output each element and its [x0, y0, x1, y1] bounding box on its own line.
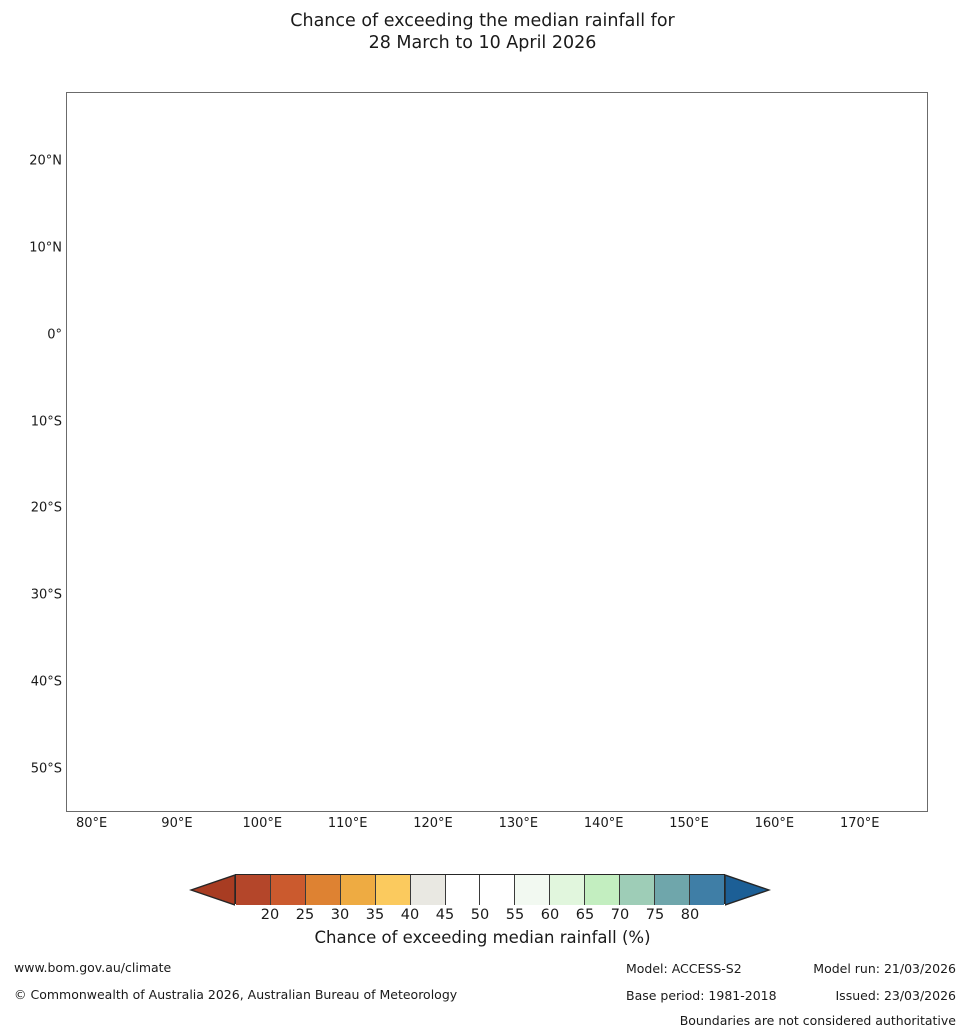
title-line-1: Chance of exceeding the median rainfall … [290, 11, 675, 31]
rainfall-probability-map[interactable] [66, 92, 928, 812]
colorbar-segment [620, 875, 656, 905]
colorbar-segment [410, 875, 446, 905]
colorbar-tick-label: 60 [540, 907, 560, 923]
colorbar-tick-label: 80 [680, 907, 700, 923]
colorbar-segment [270, 875, 306, 905]
latitude-axis: 20°N 10°N 0° 10°S 20°S 30°S 40°S 50°S [0, 92, 62, 812]
colorbar-segment [480, 875, 516, 905]
colorbar-title: Chance of exceeding median rainfall (%) [314, 928, 651, 947]
longitude-tick-label: 110°E [327, 816, 368, 831]
title-line-2: 28 March to 10 April 2026 [368, 33, 597, 53]
colorbar-segment [655, 875, 690, 905]
colorbar-tick-label: 75 [645, 907, 665, 923]
colorbar-tick-label: 45 [435, 907, 455, 923]
base-period: Base period: 1981-2018 [626, 988, 777, 1003]
colorbar-segment [305, 875, 341, 905]
latitude-tick-label: 50°S [30, 761, 62, 777]
colorbar-segment [550, 875, 586, 905]
colorbar[interactable]: 20 25 30 35 40 45 50 55 60 65 70 75 80 Chance of exc… [0, 874, 965, 947]
colorbar-tick-label: 35 [365, 907, 385, 923]
boundaries-disclaimer: Boundaries are not considered authoritat… [679, 1013, 956, 1028]
colorbar-segment [375, 875, 411, 905]
colorbar-under-arrow-icon [189, 874, 235, 906]
longitude-tick-label: 90°E [161, 816, 193, 831]
colorbar-tick-label: 30 [330, 907, 350, 923]
colorbar-segment [585, 875, 621, 905]
longitude-tick-label: 170°E [839, 816, 880, 831]
longitude-tick-label: 160°E [754, 816, 795, 831]
latitude-tick-label: 30°S [30, 587, 62, 603]
colorbar-segments [235, 874, 725, 905]
latitude-tick-label: 10°S [30, 414, 62, 430]
colorbar-segment [340, 875, 376, 905]
bom-website-link[interactable]: www.bom.gov.au/climate [14, 960, 172, 975]
colorbar-over-arrow-icon [725, 874, 771, 906]
latitude-tick-label: 20°S [30, 500, 62, 516]
latitude-tick-label: 10°N [29, 240, 62, 256]
copyright-notice: © Commonwealth of Australia 2026, Austra… [14, 987, 458, 1002]
colorbar-tick-label: 25 [295, 907, 315, 923]
longitude-tick-label: 100°E [242, 816, 283, 831]
colorbar-segment [689, 875, 724, 905]
model-run-date: Model run: 21/03/2026 [813, 961, 956, 976]
colorbar-tick-label: 55 [505, 907, 525, 923]
colorbar-segment [445, 875, 481, 905]
longitude-tick-label: 150°E [669, 816, 709, 831]
page-title: Chance of exceeding the median rainfall … [0, 10, 965, 54]
colorbar-segment [515, 875, 551, 905]
longitude-tick-label: 80°E [75, 816, 108, 831]
colorbar-tick-label: 40 [400, 907, 420, 923]
latitude-tick-label: 20°N [29, 153, 62, 169]
longitude-tick-label: 120°E [413, 816, 453, 831]
latitude-tick-label: 0° [47, 327, 62, 343]
colorbar-tick-label: 70 [610, 907, 630, 923]
latitude-tick-label: 40°S [30, 674, 62, 690]
colorbar-tick-labels: 20 25 30 35 40 45 50 55 60 65 70 75 80 [235, 907, 725, 927]
issued-date: Issued: 23/03/2026 [835, 988, 957, 1003]
longitude-tick-label: 140°E [583, 816, 624, 831]
colorbar-tick-label: 50 [470, 907, 490, 923]
colorbar-tick-label: 65 [575, 907, 595, 923]
longitude-tick-label: 130°E [498, 816, 539, 831]
colorbar-segment [236, 875, 271, 905]
model-name: Model: ACCESS-S2 [626, 961, 742, 976]
longitude-axis: 80°E 90°E 100°E 110°E 120°E 130°E 140°E 150°E 16… [66, 816, 928, 838]
colorbar-tick-label: 20 [260, 907, 280, 923]
map-raster [67, 93, 927, 811]
